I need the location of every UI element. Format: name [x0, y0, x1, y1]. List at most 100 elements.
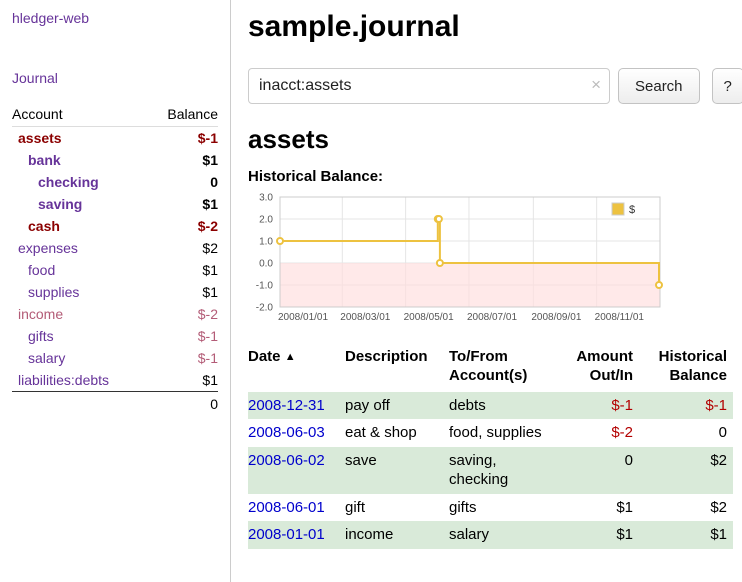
transaction-date-link[interactable]: 2008-12-31	[248, 396, 325, 414]
account-link[interactable]: expenses	[18, 240, 78, 256]
transaction-amount: $-1	[611, 396, 633, 414]
transaction-amount: $1	[616, 498, 633, 516]
col-date-label: Date	[248, 348, 281, 365]
transaction-row: 2008-06-01 gift gifts $1 $2	[248, 494, 733, 522]
account-balance: $-2	[197, 218, 218, 234]
account-row: food $1	[12, 259, 218, 281]
account-row: salary $-1	[12, 347, 218, 369]
transaction-description: income	[345, 526, 394, 543]
transaction-description: eat & shop	[345, 424, 417, 441]
account-balance: $1	[202, 152, 218, 168]
search-box: ×	[248, 68, 610, 104]
sort-ascending-icon: ▲	[284, 351, 296, 363]
account-link[interactable]: gifts	[28, 328, 54, 344]
account-heading: assets	[248, 124, 329, 154]
account-balance: $1	[202, 196, 218, 212]
transaction-balance: 0	[718, 424, 727, 441]
account-row: assets $-1	[12, 127, 218, 150]
transaction-balance: $2	[710, 451, 727, 469]
account-link[interactable]: income	[18, 306, 64, 322]
account-link[interactable]: cash	[28, 218, 60, 234]
account-row: checking 0	[12, 171, 218, 193]
transaction-amount: $1	[616, 526, 633, 543]
y-tick-label: -2.0	[256, 303, 274, 314]
legend-swatch	[611, 202, 625, 216]
data-point-marker	[435, 259, 444, 267]
y-tick-label: 1.0	[259, 237, 273, 248]
transactions-table: Date ▲ Description To/From Account(s) Am…	[248, 348, 733, 549]
search-button[interactable]: Search	[618, 68, 700, 104]
y-tick-label: 2.0	[259, 215, 273, 226]
account-row: supplies $1	[12, 281, 218, 303]
page-title: sample.journal	[248, 10, 460, 43]
main-content: sample.journal × Search ? assets Histori…	[231, 0, 742, 582]
account-link[interactable]: assets	[18, 130, 62, 146]
x-tick-label: 2008/03/01	[340, 312, 390, 323]
negative-region	[280, 263, 660, 307]
data-point-marker	[276, 237, 284, 245]
transaction-description: gift	[345, 498, 366, 516]
account-row: gifts $-1	[12, 325, 218, 347]
account-link[interactable]: checking	[38, 174, 99, 190]
x-tick-label: 2008/11/01	[595, 312, 645, 323]
account-link[interactable]: liabilities:debts	[18, 372, 110, 388]
data-point-marker	[434, 215, 443, 223]
col-date-sort[interactable]: Date ▲	[248, 348, 345, 392]
account-balance: $1	[202, 284, 218, 300]
accounts-col-account: Account	[12, 104, 148, 127]
x-tick-label: 2008/05/01	[404, 312, 454, 323]
transaction-row: 2008-06-03 eat & shop food, supplies $-2 0	[248, 419, 733, 447]
account-row: income $-2	[12, 303, 218, 325]
transaction-accounts: saving, checking	[449, 451, 509, 489]
transaction-row: 2008-12-31 pay off debts $-1 $-1	[248, 391, 733, 419]
transaction-date-link[interactable]: 2008-06-02	[248, 451, 325, 469]
accounts-total: 0	[147, 391, 218, 415]
historical-balance-chart: $3.0 2.0 1.0 0.0 -1.0 -2.0 2008/01/01 2008/03/0…	[256, 193, 663, 323]
y-tick-label: 0.0	[259, 259, 273, 270]
y-tick-label: 3.0	[259, 193, 273, 204]
account-balance: $-2	[197, 306, 218, 322]
account-link[interactable]: supplies	[28, 284, 80, 300]
x-tick-label: 2008/09/01	[531, 312, 581, 323]
accounts-col-balance: Balance	[147, 104, 218, 127]
nav-journal-link[interactable]: Journal	[12, 70, 58, 86]
clear-search-icon[interactable]: ×	[591, 75, 601, 94]
y-tick-label: -1.0	[256, 281, 274, 292]
search-input[interactable]	[248, 68, 610, 104]
col-amount: Amount Out/In	[576, 348, 633, 384]
account-link[interactable]: salary	[28, 350, 66, 366]
accounts-total-row: 0	[12, 391, 218, 415]
sidebar: hledger-web Journal Account Balance asse…	[0, 0, 231, 582]
col-balance: Historical Balance	[658, 348, 727, 384]
account-link[interactable]: bank	[28, 152, 61, 168]
transaction-description: pay off	[345, 396, 390, 414]
account-balance: $2	[202, 240, 218, 256]
account-link[interactable]: food	[28, 262, 56, 278]
transaction-balance: $2	[710, 498, 727, 516]
account-row: bank $1	[12, 149, 218, 171]
transaction-accounts: salary	[449, 526, 490, 543]
help-button[interactable]: ?	[711, 68, 742, 104]
account-link[interactable]: saving	[38, 196, 83, 212]
app-title-link[interactable]: hledger-web	[12, 10, 90, 26]
account-balance: $-1	[197, 130, 218, 146]
account-row: saving $1	[12, 193, 218, 215]
transactions-header-row: Date ▲ Description To/From Account(s) Am…	[248, 348, 733, 392]
account-balance: $-1	[197, 350, 218, 366]
account-balance: $1	[202, 372, 218, 388]
transaction-row: 2008-01-01 income salary $1 $1	[248, 521, 733, 549]
transaction-date-link[interactable]: 2008-06-01	[248, 498, 325, 516]
transaction-row: 2008-06-02 save saving, checking 0 $2	[248, 446, 733, 494]
account-row: cash $-2	[12, 215, 218, 237]
transaction-date-link[interactable]: 2008-01-01	[248, 526, 325, 543]
account-balance: $1	[202, 262, 218, 278]
transaction-accounts: debts	[449, 396, 486, 414]
accounts-table: Account Balance assets $-1 bank $1 checking 0…	[12, 104, 218, 415]
account-row: expenses $2	[12, 237, 218, 259]
transaction-amount: 0	[624, 451, 633, 469]
transaction-date-link[interactable]: 2008-06-03	[248, 424, 325, 441]
transaction-accounts: gifts	[449, 498, 477, 516]
transaction-balance: $1	[710, 526, 727, 543]
col-accounts: To/From Account(s)	[449, 348, 528, 384]
account-balance: 0	[210, 174, 218, 190]
